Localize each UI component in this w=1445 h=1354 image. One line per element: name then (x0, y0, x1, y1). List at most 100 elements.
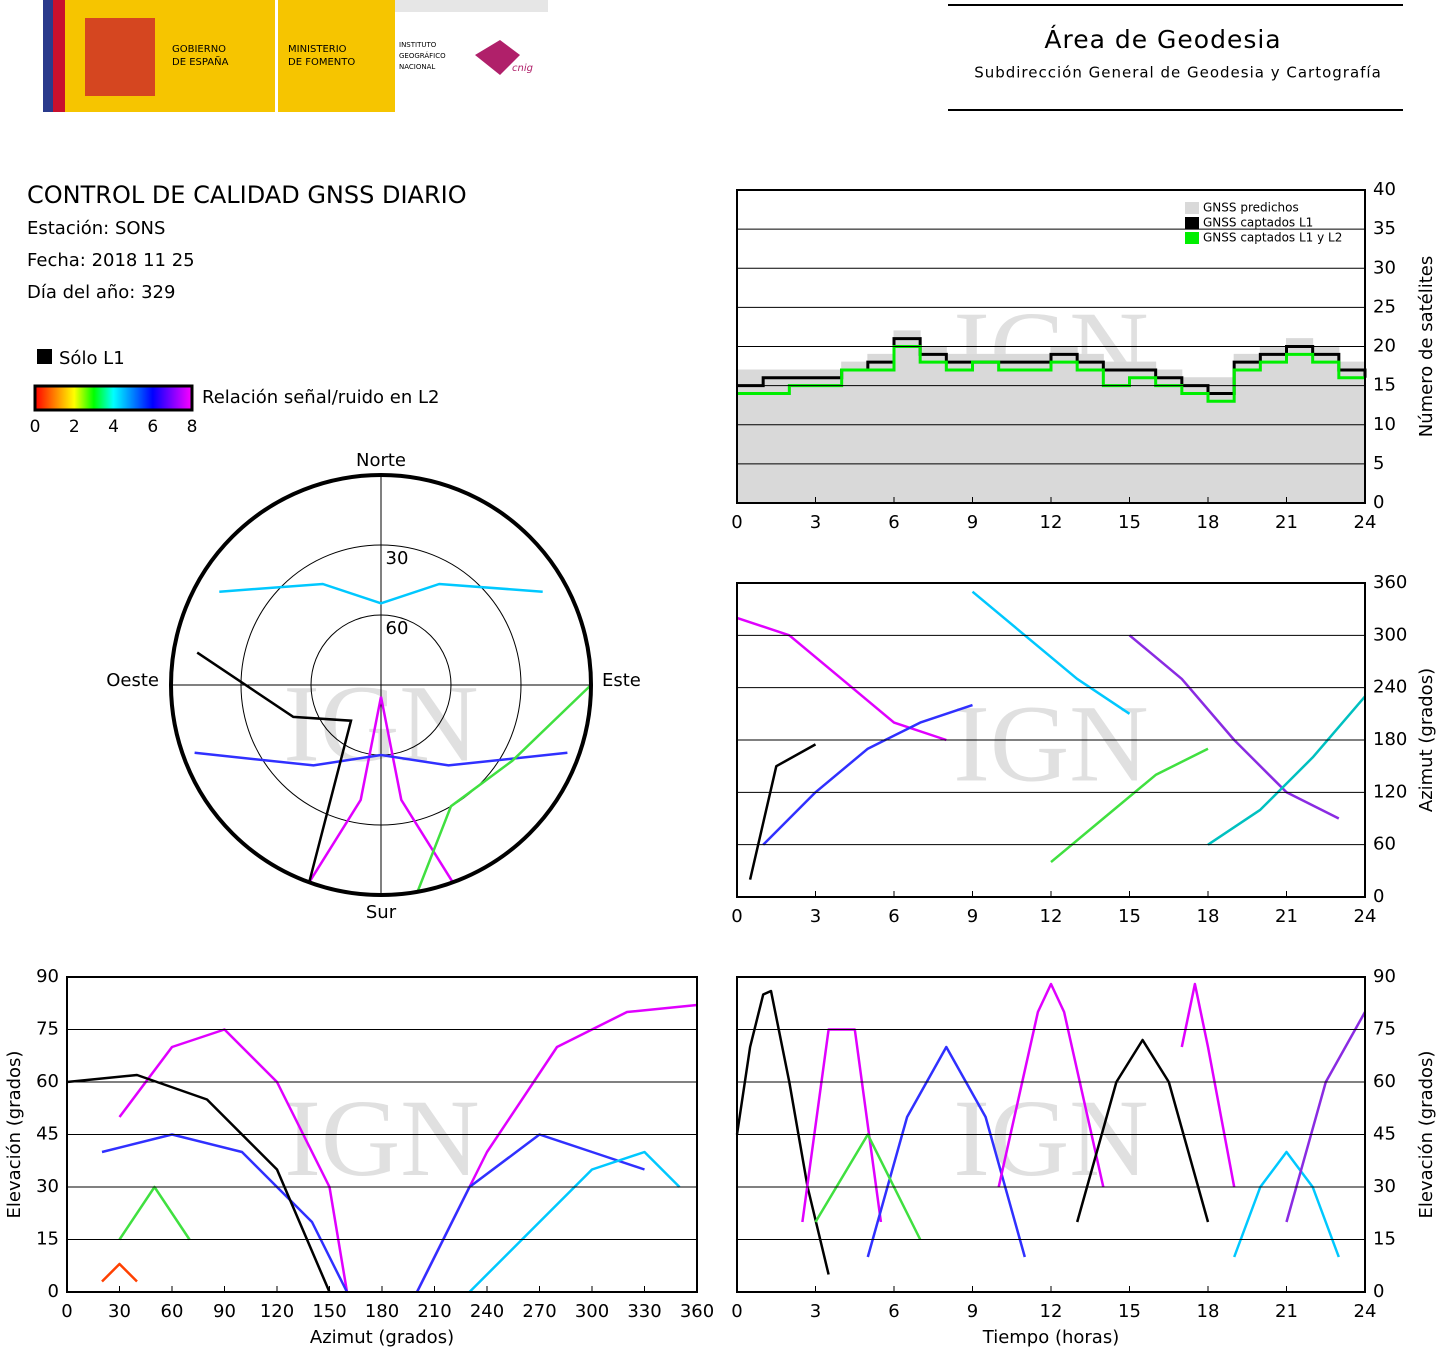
x-tick-label: 21 (1275, 1301, 1298, 1322)
y-tick-label: 5 (1373, 453, 1384, 474)
ring-label: 30 (386, 548, 409, 569)
coat-of-arms (85, 18, 155, 96)
horizon (169, 473, 593, 897)
legend-swatch (37, 349, 52, 364)
x-tick-label: 6 (888, 512, 899, 533)
direction-label: Sur (366, 902, 397, 923)
chart: IGN 0 15 30 45 60 75 90 0 30 60 90 120 150 180 210 240 27… (4, 966, 714, 1348)
legend-label: Sólo L1 (59, 348, 125, 369)
x-tick-label: 240 (470, 1301, 504, 1322)
x-tick-label: 18 (1197, 906, 1220, 927)
logo-text: cnig (512, 63, 533, 74)
direction-label: Norte (356, 450, 406, 471)
y-tick-label: 300 (1373, 624, 1407, 645)
x-tick-label: 6 (888, 1301, 899, 1322)
watermark: IGN (953, 682, 1149, 804)
y-tick-label: 30 (1373, 257, 1396, 278)
x-tick-label: 90 (213, 1301, 236, 1322)
x-tick-label: 12 (1040, 1301, 1063, 1322)
x-tick-label: 360 (680, 1301, 714, 1322)
y-tick-label: 45 (36, 1124, 59, 1145)
y-tick-label: 240 (1373, 677, 1407, 698)
y-tick-label: 60 (36, 1071, 59, 1092)
y-axis-label: Azimut (grados) (1416, 668, 1437, 812)
x-tick-label: 24 (1354, 1301, 1377, 1322)
y-axis-label: Elevación (grados) (4, 1051, 25, 1219)
plot-frame (736, 582, 1366, 898)
x-tick-label: 21 (1275, 906, 1298, 927)
cnig-mark (475, 40, 520, 75)
x-tick-label: 15 (1118, 512, 1141, 533)
logo-text: NACIONAL (399, 63, 435, 71)
x-tick-label: 15 (1118, 906, 1141, 927)
y-tick-label: 15 (36, 1229, 59, 1250)
track (866, 1045, 1027, 1258)
track (118, 1028, 349, 1293)
colorbar-tick-label: 2 (69, 417, 80, 437)
x-tick-label: 330 (627, 1301, 661, 1322)
x-tick-label: 0 (61, 1301, 72, 1322)
track (997, 982, 1105, 1188)
y-tick-label: 360 (1373, 572, 1407, 593)
y-tick-label: 0 (48, 1281, 59, 1302)
track (1285, 1011, 1367, 1223)
colorbar-title: Relación señal/ruido en L2 (202, 387, 439, 408)
y-tick-label: 25 (1373, 296, 1396, 317)
track (1180, 982, 1236, 1188)
y-tick-label: 10 (1373, 414, 1396, 435)
legend-swatch (1185, 202, 1199, 214)
x-tick-label: 3 (810, 1301, 821, 1322)
track (416, 684, 592, 893)
legend-label: GNSS captados L1 y L2 (1203, 231, 1342, 245)
track (1075, 1038, 1210, 1223)
x-tick-label: 21 (1275, 512, 1298, 533)
logo-band (395, 0, 548, 12)
x-tick-label: 12 (1040, 512, 1063, 533)
report-title: CONTROL DE CALIDAD GNSS DIARIO (27, 181, 467, 209)
x-tick-label: 9 (967, 906, 978, 927)
track (1233, 1150, 1340, 1258)
x-tick-label: 24 (1354, 512, 1377, 533)
y-tick-label: 15 (1373, 375, 1396, 396)
track (194, 751, 568, 767)
logo-ministerio (278, 0, 395, 112)
y-axis-label: Número de satélites (1416, 256, 1437, 438)
plot-frame (736, 976, 1366, 1293)
x-tick-label: 210 (417, 1301, 451, 1322)
x-tick-label: 24 (1354, 906, 1377, 927)
header-subtitle: Subdirección General de Geodesia y Carto… (974, 64, 1382, 82)
ring-label: 60 (386, 618, 409, 639)
y-tick-label: 180 (1373, 729, 1407, 750)
track (101, 1262, 138, 1283)
y-tick-label: 45 (1373, 1124, 1396, 1145)
logo-text: DE ESPAÑA (172, 55, 229, 68)
colorbar-tick-label: 8 (187, 417, 198, 437)
step-line (737, 345, 1365, 403)
y-tick-label: 60 (1373, 1071, 1396, 1092)
colorbar (33, 384, 194, 412)
x-axis-label: Tiempo (horas) (982, 1327, 1120, 1348)
direction-label: Este (602, 670, 641, 691)
x-tick-label: 18 (1197, 512, 1220, 533)
y-tick-label: 75 (1373, 1019, 1396, 1040)
x-tick-label: 60 (161, 1301, 184, 1322)
track (1207, 695, 1366, 846)
track (196, 651, 353, 883)
chart: IGN 0 15 30 45 60 75 90 0 3 6 9 12 15 18 21 24 Tiempo (ho… (731, 966, 1437, 1348)
x-tick-label: 0 (731, 906, 742, 927)
track (1050, 747, 1209, 864)
y-tick-label: 90 (1373, 966, 1396, 987)
y-tick-label: 0 (1373, 1281, 1384, 1302)
track (801, 1028, 883, 1223)
x-tick-label: 3 (810, 512, 821, 533)
logo-text: GEOGRÁFICO (399, 51, 446, 60)
track (118, 1185, 191, 1241)
legend-swatch (1185, 232, 1199, 244)
x-tick-label: 3 (810, 906, 821, 927)
x-tick-label: 30 (108, 1301, 131, 1322)
x-tick-label: 300 (575, 1301, 609, 1322)
flag-stripe (53, 0, 65, 112)
x-tick-label: 0 (731, 1301, 742, 1322)
report-info: Estación: SONS (27, 218, 165, 239)
